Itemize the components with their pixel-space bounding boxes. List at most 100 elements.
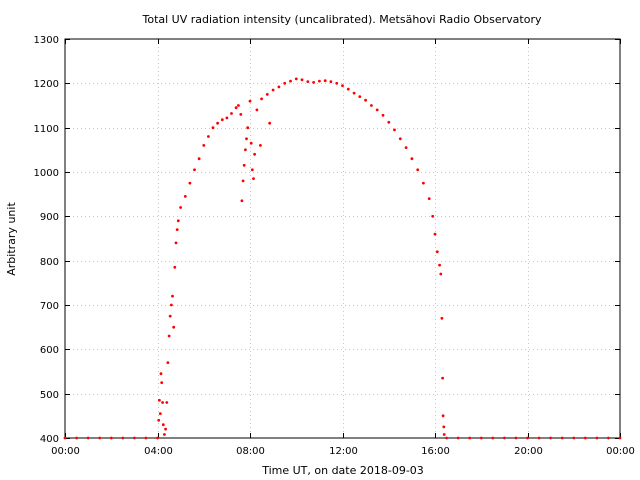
data-point <box>171 294 174 298</box>
data-point <box>294 77 298 81</box>
data-point <box>300 78 304 82</box>
x-axis-label: Time UT, on date 2018-09-03 <box>261 464 424 477</box>
data-point <box>537 436 541 440</box>
data-point <box>220 118 224 122</box>
data-point <box>63 436 67 440</box>
data-point <box>239 113 243 116</box>
data-point <box>173 265 177 269</box>
data-point <box>133 436 136 440</box>
x-tick-label: 20:00 <box>514 446 543 457</box>
x-tick-label: 00:00 <box>51 446 80 457</box>
data-point <box>207 135 210 138</box>
chart-title: Total UV radiation intensity (uncalibrat… <box>142 13 542 26</box>
data-point <box>442 433 446 436</box>
data-point <box>260 97 263 101</box>
x-tick-label: 16:00 <box>421 446 450 457</box>
x-tick-label: 12:00 <box>329 446 358 457</box>
data-point <box>240 199 244 203</box>
data-point <box>358 95 362 98</box>
data-point <box>242 163 246 167</box>
data-point <box>422 181 425 185</box>
axis-ticks <box>65 39 621 439</box>
data-point <box>163 433 166 436</box>
data-point <box>306 80 310 83</box>
data-point <box>583 436 587 440</box>
data-point <box>255 108 259 112</box>
x-tick-label: 08:00 <box>236 446 265 457</box>
data-point <box>188 181 192 185</box>
data-point <box>164 427 168 431</box>
data-point <box>335 81 339 85</box>
y-tick-label: 500 <box>40 390 59 401</box>
data-point <box>158 398 161 402</box>
data-point <box>211 126 215 130</box>
data-point <box>245 137 248 141</box>
data-point <box>179 206 183 209</box>
y-axis-label: Arbitrary unit <box>5 202 18 276</box>
data-point <box>404 146 408 150</box>
data-point <box>265 93 269 96</box>
data-point <box>160 381 164 384</box>
y-tick-label: 800 <box>40 257 59 268</box>
data-point <box>248 99 252 103</box>
data-point <box>241 179 245 183</box>
data-point <box>595 436 599 440</box>
data-point <box>167 334 171 338</box>
data-point <box>416 168 420 172</box>
data-point <box>109 436 113 440</box>
x-tick-label: 04:00 <box>144 446 173 457</box>
data-point <box>441 414 445 418</box>
y-tick-label: 1200 <box>34 79 59 90</box>
y-tick-label: 1300 <box>34 35 59 46</box>
data-point <box>572 436 576 440</box>
data-points <box>63 77 622 440</box>
data-point <box>491 436 495 440</box>
y-tick-label: 1100 <box>34 124 59 135</box>
data-point <box>193 168 196 172</box>
data-point <box>431 214 435 218</box>
data-point <box>618 436 622 440</box>
data-point <box>202 144 206 147</box>
data-point <box>161 423 165 427</box>
data-point <box>427 197 431 201</box>
data-point <box>607 436 610 440</box>
plot-frame <box>64 38 621 439</box>
data-point <box>435 250 439 254</box>
data-point <box>503 436 506 440</box>
data-point <box>283 81 287 85</box>
data-point <box>479 436 483 440</box>
data-point <box>381 113 385 117</box>
data-point <box>157 418 161 422</box>
data-point <box>246 126 250 130</box>
y-tick-label: 1000 <box>34 168 59 179</box>
data-point <box>156 436 159 440</box>
x-tick-labels: 00:00 04:00 08:00 12:00 16:00 20:00 00:00 <box>51 446 635 457</box>
data-point <box>410 157 414 161</box>
y-tick-label: 600 <box>40 345 59 356</box>
data-point <box>249 141 253 145</box>
data-point <box>526 436 529 440</box>
data-point <box>441 376 444 380</box>
data-point <box>175 228 179 232</box>
data-point <box>159 372 163 376</box>
data-point <box>183 195 187 198</box>
data-point <box>144 436 148 440</box>
data-point <box>312 81 315 84</box>
data-point <box>170 303 173 307</box>
y-tick-label: 900 <box>40 212 59 223</box>
data-point <box>289 79 292 83</box>
y-tick-label: 400 <box>40 434 59 445</box>
data-point <box>75 436 78 440</box>
data-point <box>370 104 373 107</box>
data-point <box>341 84 344 87</box>
data-point <box>329 80 333 83</box>
data-point <box>244 148 247 152</box>
data-point <box>161 401 165 404</box>
data-point <box>323 79 327 83</box>
data-point <box>439 272 443 276</box>
data-point <box>445 436 448 440</box>
data-point <box>442 425 446 429</box>
data-point <box>121 436 125 440</box>
data-point <box>252 177 255 181</box>
